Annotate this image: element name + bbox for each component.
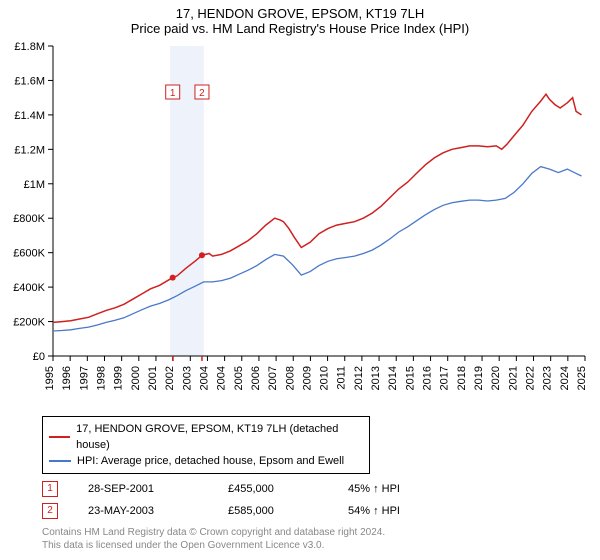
- svg-text:1996: 1996: [61, 366, 73, 390]
- footer-attribution: Contains HM Land Registry data © Crown c…: [42, 526, 590, 552]
- svg-text:2015: 2015: [404, 366, 416, 390]
- legend: 17, HENDON GROVE, EPSOM, KT19 7LH (detac…: [42, 416, 370, 474]
- svg-text:2004: 2004: [198, 366, 210, 390]
- svg-text:2008: 2008: [284, 366, 296, 390]
- sale-marker-price: £455,000: [228, 478, 318, 500]
- sale-marker-number: 1: [42, 481, 58, 497]
- sale-marker-date: 28-SEP-2001: [88, 478, 198, 500]
- svg-text:£1.8M: £1.8M: [14, 41, 45, 53]
- svg-text:£400K: £400K: [13, 282, 45, 294]
- legend-swatch: [49, 436, 70, 438]
- legend-label: 17, HENDON GROVE, EPSOM, KT19 7LH (detac…: [76, 421, 363, 453]
- svg-text:2004: 2004: [216, 366, 228, 390]
- svg-text:2002: 2002: [164, 366, 176, 390]
- svg-text:1998: 1998: [95, 366, 107, 390]
- svg-text:2021: 2021: [507, 366, 519, 390]
- chart-area: £0 £200K £400K £600K £800K £1M £1.2M £1.4M £1.6M…: [5, 40, 595, 410]
- chart-subtitle: Price paid vs. HM Land Registry's House …: [0, 21, 600, 40]
- footer-line-2: This data is licensed under the Open Gov…: [42, 539, 590, 552]
- svg-text:2005: 2005: [233, 366, 245, 390]
- svg-text:2025: 2025: [576, 366, 588, 390]
- svg-text:£800K: £800K: [13, 213, 45, 225]
- sale-marker-pct: 54% ↑ HPI: [348, 500, 438, 522]
- legend-item: 17, HENDON GROVE, EPSOM, KT19 7LH (detac…: [49, 421, 363, 453]
- svg-text:£200K: £200K: [13, 317, 45, 329]
- svg-text:2011: 2011: [336, 366, 348, 390]
- svg-text:2006: 2006: [250, 366, 262, 390]
- svg-text:2009: 2009: [301, 366, 313, 390]
- svg-text:2023: 2023: [542, 366, 554, 390]
- legend-item: HPI: Average price, detached house, Epso…: [49, 453, 363, 469]
- svg-text:2022: 2022: [525, 366, 537, 390]
- svg-text:£1.6M: £1.6M: [14, 75, 45, 87]
- sale-marker-row: 1 28-SEP-2001 £455,000 45% ↑ HPI: [42, 478, 590, 500]
- sale-marker-price: £585,000: [228, 500, 318, 522]
- sale-marker-date: 23-MAY-2003: [88, 500, 198, 522]
- svg-text:1997: 1997: [78, 366, 90, 390]
- svg-text:1995: 1995: [44, 366, 56, 390]
- svg-text:£1M: £1M: [24, 179, 45, 191]
- svg-text:2020: 2020: [490, 366, 502, 390]
- svg-text:2001: 2001: [147, 366, 159, 390]
- svg-text:£600K: £600K: [13, 248, 45, 260]
- sale-marker-number: 2: [42, 503, 58, 519]
- svg-text:1: 1: [170, 88, 176, 99]
- svg-text:2012: 2012: [353, 366, 365, 390]
- svg-text:£1.2M: £1.2M: [14, 144, 45, 156]
- svg-text:2024: 2024: [559, 366, 571, 390]
- sale-marker-pct: 45% ↑ HPI: [348, 478, 438, 500]
- legend-label: HPI: Average price, detached house, Epso…: [77, 453, 344, 469]
- chart-container: 17, HENDON GROVE, EPSOM, KT19 7LH Price …: [0, 0, 600, 552]
- sale-marker-row: 2 23-MAY-2003 £585,000 54% ↑ HPI: [42, 500, 590, 522]
- svg-text:2013: 2013: [370, 366, 382, 390]
- line-chart-svg: £0 £200K £400K £600K £800K £1M £1.2M £1.4M £1.6M…: [5, 40, 595, 410]
- chart-title: 17, HENDON GROVE, EPSOM, KT19 7LH: [0, 0, 600, 21]
- svg-text:2014: 2014: [387, 366, 399, 390]
- legend-swatch: [49, 460, 71, 462]
- svg-text:2010: 2010: [319, 366, 331, 390]
- svg-text:£1.4M: £1.4M: [14, 110, 45, 122]
- svg-text:2019: 2019: [473, 366, 485, 390]
- svg-text:2003: 2003: [181, 366, 193, 390]
- svg-text:2017: 2017: [439, 366, 451, 390]
- svg-text:2: 2: [199, 88, 205, 99]
- svg-text:2007: 2007: [267, 366, 279, 390]
- svg-text:2000: 2000: [130, 366, 142, 390]
- footer-line-1: Contains HM Land Registry data © Crown c…: [42, 526, 590, 539]
- svg-text:2016: 2016: [422, 366, 434, 390]
- svg-text:2018: 2018: [456, 366, 468, 390]
- svg-text:1999: 1999: [113, 366, 125, 390]
- sale-markers-list: 1 28-SEP-2001 £455,000 45% ↑ HPI 2 23-MAY-200…: [42, 478, 590, 522]
- svg-text:£0: £0: [33, 351, 45, 363]
